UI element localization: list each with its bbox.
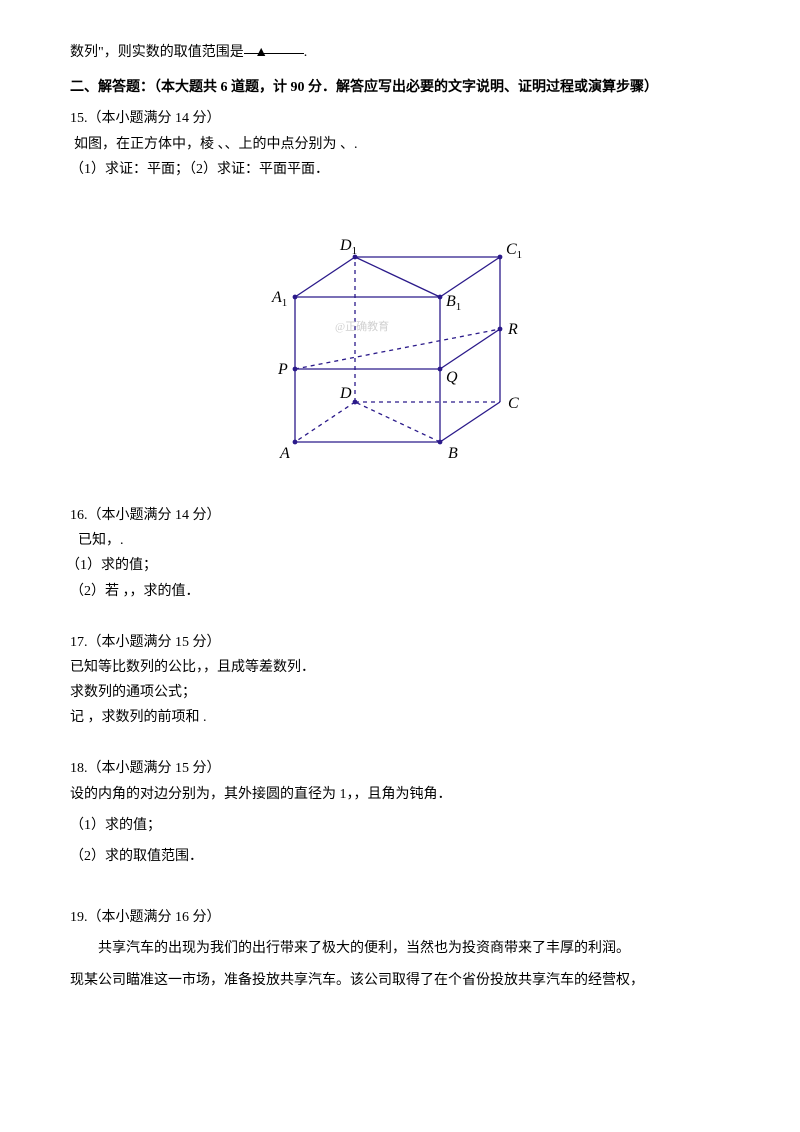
triangle-icon: ▲ bbox=[254, 40, 268, 65]
question-17: 17.（本小题满分 15 分） 已知等比数列的公比，，且成等差数列． 求数列的通… bbox=[70, 630, 730, 731]
q14-blank: ▲ bbox=[244, 40, 304, 54]
cube-svg: @正确教育 A B C D A1 B1 C1 D1 P Q R bbox=[240, 192, 560, 477]
q17-header: 17.（本小题满分 15 分） bbox=[70, 630, 730, 655]
svg-text:C: C bbox=[508, 395, 519, 412]
svg-text:@正确教育: @正确教育 bbox=[335, 319, 389, 333]
q15-line1: 如图，在正方体中，棱 、、上的中点分别为 、. bbox=[74, 132, 730, 157]
svg-text:A1: A1 bbox=[271, 289, 287, 309]
q14-suffix: . bbox=[304, 45, 308, 60]
q18-sub1: （1）求的值； bbox=[70, 813, 730, 838]
svg-text:Q: Q bbox=[446, 369, 458, 386]
q17-line1: 已知等比数列的公比，，且成等差数列． bbox=[70, 655, 730, 680]
q18-sub2: （2）求的取值范围． bbox=[70, 844, 730, 869]
question-18: 18.（本小题满分 15 分） 设的内角的对边分别为，其外接圆的直径为 1，，且… bbox=[70, 756, 730, 869]
q18-header: 18.（本小题满分 15 分） bbox=[70, 756, 730, 781]
svg-text:R: R bbox=[507, 321, 518, 338]
q16-line1: 已知，. bbox=[78, 528, 730, 553]
svg-text:B: B bbox=[448, 445, 458, 462]
svg-text:P: P bbox=[277, 361, 288, 378]
q16-header: 16.（本小题满分 14 分） bbox=[70, 503, 730, 528]
q16-sub2: （2）若 ，，求的值． bbox=[70, 579, 730, 604]
q16-sub1: （1）求的值； bbox=[66, 553, 730, 578]
cube-diagram: @正确教育 A B C D A1 B1 C1 D1 P Q R bbox=[70, 192, 730, 477]
q15-line2: （1）求证：平面；（2）求证：平面平面． bbox=[70, 157, 730, 182]
q19-header: 19.（本小题满分 16 分） bbox=[70, 905, 730, 930]
q17-sub2: 记 ，求数列的前项和 . bbox=[70, 705, 730, 730]
q17-sub1: 求数列的通项公式； bbox=[70, 680, 730, 705]
svg-text:B1: B1 bbox=[446, 293, 461, 313]
question-19: 19.（本小题满分 16 分） 共享汽车的出现为我们的出行带来了极大的便利，当然… bbox=[70, 905, 730, 993]
q14-tail: 数列"，则实数的取值范围是 ▲ . bbox=[70, 40, 730, 65]
question-16: 16.（本小题满分 14 分） 已知，. （1）求的值； （2）若 ，，求的值． bbox=[70, 503, 730, 604]
svg-text:A: A bbox=[279, 445, 290, 462]
q18-line1: 设的内角的对边分别为，其外接圆的直径为 1，，且角为钝角． bbox=[70, 782, 730, 807]
q19-line2: 现某公司瞄准这一市场，准备投放共享汽车。该公司取得了在个省份投放共享汽车的经营权… bbox=[70, 968, 730, 993]
q14-prefix: 数列"，则实数的取值范围是 bbox=[70, 45, 244, 60]
svg-text:D1: D1 bbox=[339, 237, 357, 257]
svg-text:D: D bbox=[339, 385, 352, 402]
q19-line1: 共享汽车的出现为我们的出行带来了极大的便利，当然也为投资商带来了丰厚的利润。 bbox=[70, 936, 730, 961]
q15-header: 15.（本小题满分 14 分） bbox=[70, 106, 730, 131]
question-15: 15.（本小题满分 14 分） 如图，在正方体中，棱 、、上的中点分别为 、. … bbox=[70, 106, 730, 182]
section-2-heading: 二、解答题：（本大题共 6 道题，计 90 分．解答应写出必要的文字说明、证明过… bbox=[70, 75, 730, 100]
svg-text:C1: C1 bbox=[506, 241, 522, 261]
